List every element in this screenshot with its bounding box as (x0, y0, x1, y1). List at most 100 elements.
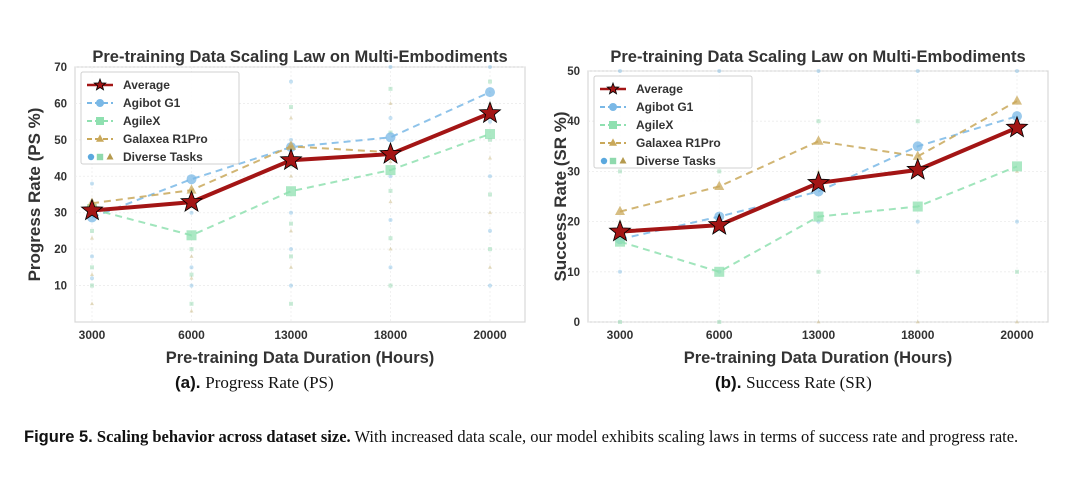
diverse-task-point (289, 137, 293, 142)
y-tick-label: 30 (567, 166, 580, 178)
y-tick-label: 10 (54, 281, 67, 293)
diverse-task-point (1015, 69, 1019, 73)
diverse-task-point (289, 247, 293, 252)
legend-label: AgileX (636, 118, 673, 132)
data-point-average (707, 212, 731, 235)
data-point-average (806, 170, 831, 193)
diverse-task-point (90, 265, 94, 270)
diverse-task-point (90, 301, 94, 306)
diverse-task-point (189, 272, 194, 277)
diverse-task-point (189, 283, 194, 288)
data-point-agilex (1012, 161, 1022, 172)
diverse-task-point (189, 308, 194, 313)
legend-marker-star (606, 81, 620, 95)
diverse-task-point (488, 79, 492, 84)
diverse-task-point (388, 236, 393, 241)
diverse-task-point (816, 319, 821, 324)
x-tick-label: 6000 (706, 328, 733, 342)
data-point-agilex (385, 165, 396, 176)
diverse-task-point (488, 283, 492, 288)
legend-marker-square (96, 153, 104, 161)
data-point-average (378, 141, 403, 164)
diverse-task-point (189, 210, 194, 215)
diverse-task-point (388, 246, 393, 251)
legend-marker-circle (87, 153, 95, 161)
legend-marker-star (93, 77, 107, 91)
diverse-task-point (717, 169, 722, 174)
series-line-agilex (91, 133, 491, 237)
diverse-task-point (1015, 269, 1019, 274)
diverse-task-point (388, 159, 393, 164)
legend-label: Diverse Tasks (636, 154, 716, 168)
diverse-task-point (488, 247, 492, 252)
legend-label: Average (123, 78, 170, 92)
data-point-galaxea-r1pro (813, 135, 824, 145)
data-point-average (179, 190, 204, 212)
data-point-average (906, 157, 930, 180)
diverse-task-point (388, 283, 393, 288)
data-point-galaxea-r1pro (286, 140, 296, 150)
legend-box (593, 75, 753, 169)
diverse-task-point (189, 247, 194, 252)
y-tick-label: 50 (567, 66, 580, 78)
y-tick-label: 40 (54, 171, 67, 183)
series-line-galaxea-r1pro (91, 145, 391, 205)
data-point-agilex (912, 201, 923, 212)
diverse-task-point (289, 254, 293, 259)
data-point-agilex (813, 211, 824, 222)
diverse-task-point (289, 301, 293, 306)
diverse-task-point (388, 65, 393, 69)
data-point-agilex (186, 230, 197, 241)
data-point-agibot-g1 (186, 174, 197, 185)
y-tick-label: 50 (54, 135, 67, 147)
legend-label: Diverse Tasks (123, 150, 203, 164)
x-axis-label: Pre-training Data Duration (Hours) (684, 349, 953, 367)
data-point-average (608, 219, 632, 242)
x-tick-label: 20000 (1000, 328, 1034, 342)
diverse-task-point (915, 119, 920, 124)
diverse-task-point (488, 174, 492, 179)
subcaption-tag: (b). (715, 373, 742, 392)
data-point-galaxea-r1pro (1012, 95, 1022, 105)
diverse-task-point (90, 276, 94, 281)
diverse-task-point (618, 320, 622, 324)
data-point-average (1005, 115, 1029, 138)
diverse-task-point (90, 181, 94, 186)
diverse-task-point (488, 265, 492, 269)
data-point-galaxea-r1pro (714, 180, 725, 190)
legend-marker-triangle (609, 138, 617, 146)
legend-marker-square (609, 121, 617, 129)
diverse-task-point (1015, 319, 1019, 324)
legend-label: Agibot G1 (123, 96, 181, 110)
subcaption-b: (b). Success Rate (SR) (715, 373, 872, 393)
chart-title: Pre-training Data Scaling Law on Multi-E… (610, 48, 1025, 66)
diverse-task-point (289, 221, 293, 226)
data-point-agibot-g1 (912, 141, 923, 152)
subcaption-a: (a). Progress Rate (PS) (175, 373, 334, 393)
diverse-task-point (388, 188, 393, 193)
legend-label: Average (636, 82, 683, 96)
diverse-task-point (289, 265, 293, 269)
data-point-agilex (286, 186, 296, 197)
y-tick-label: 30 (54, 208, 67, 220)
chart-title: Pre-training Data Scaling Law on Multi-E… (92, 48, 507, 66)
legend-marker-circle (609, 103, 617, 111)
diverse-task-point (289, 105, 293, 110)
data-point-agilex (615, 236, 625, 247)
diverse-task-point (388, 218, 393, 222)
diverse-task-point (189, 265, 194, 270)
y-tick-label: 10 (567, 267, 580, 279)
diverse-task-point (289, 173, 293, 178)
diverse-task-point (388, 174, 393, 179)
diverse-task-point (289, 283, 293, 288)
diverse-task-point (90, 272, 94, 277)
data-point-agibot-g1 (385, 132, 396, 143)
y-tick-label: 20 (567, 217, 580, 229)
diverse-task-point (915, 219, 920, 224)
diverse-task-point (90, 254, 94, 259)
data-point-galaxea-r1pro (615, 205, 625, 216)
diverse-task-point (189, 301, 194, 306)
y-tick-label: 70 (54, 62, 67, 74)
diverse-task-point (388, 101, 393, 105)
legend-marker-circle (600, 157, 608, 165)
